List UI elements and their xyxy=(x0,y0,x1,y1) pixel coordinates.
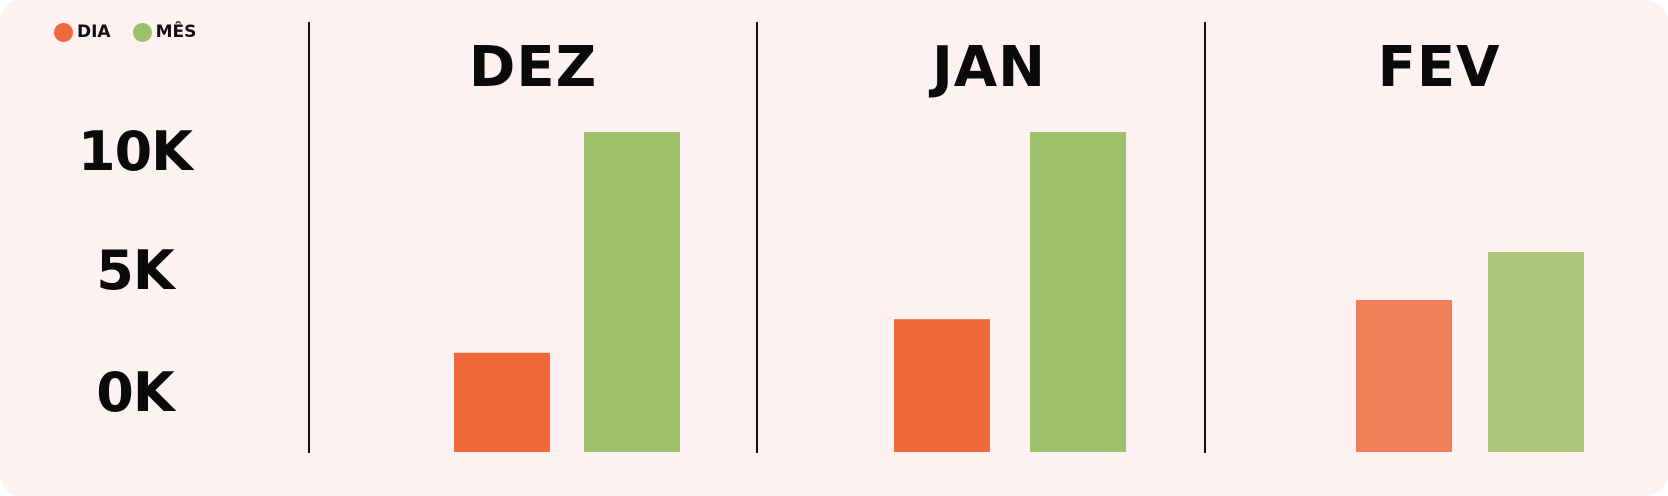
column-divider xyxy=(756,22,758,453)
bar-dia-fev xyxy=(1356,300,1452,452)
y-tick-label: 5K xyxy=(96,239,174,302)
legend-label-mes: MÊS xyxy=(155,22,197,42)
column-divider xyxy=(308,22,310,453)
column-divider xyxy=(1204,22,1206,453)
legend-dot-mes xyxy=(132,22,152,42)
bar-mes-jan xyxy=(1030,132,1126,452)
legend: DIA MÊS xyxy=(54,22,218,42)
category-label-fev: FEV xyxy=(1377,35,1501,100)
legend-item-dia: DIA xyxy=(54,22,111,42)
bar-dia-jan xyxy=(894,319,990,452)
legend-label-dia: DIA xyxy=(77,22,111,42)
y-tick-label: 10K xyxy=(78,120,193,183)
bar-dia-dez xyxy=(454,352,550,452)
category-label-jan: JAN xyxy=(931,35,1047,100)
category-label-dez: DEZ xyxy=(468,35,598,100)
y-tick-label: 0K xyxy=(96,361,174,424)
bar-mes-fev xyxy=(1488,252,1584,452)
bar-mes-dez xyxy=(584,132,680,452)
legend-dot-dia xyxy=(54,22,73,42)
legend-item-mes: MÊS xyxy=(132,22,197,42)
